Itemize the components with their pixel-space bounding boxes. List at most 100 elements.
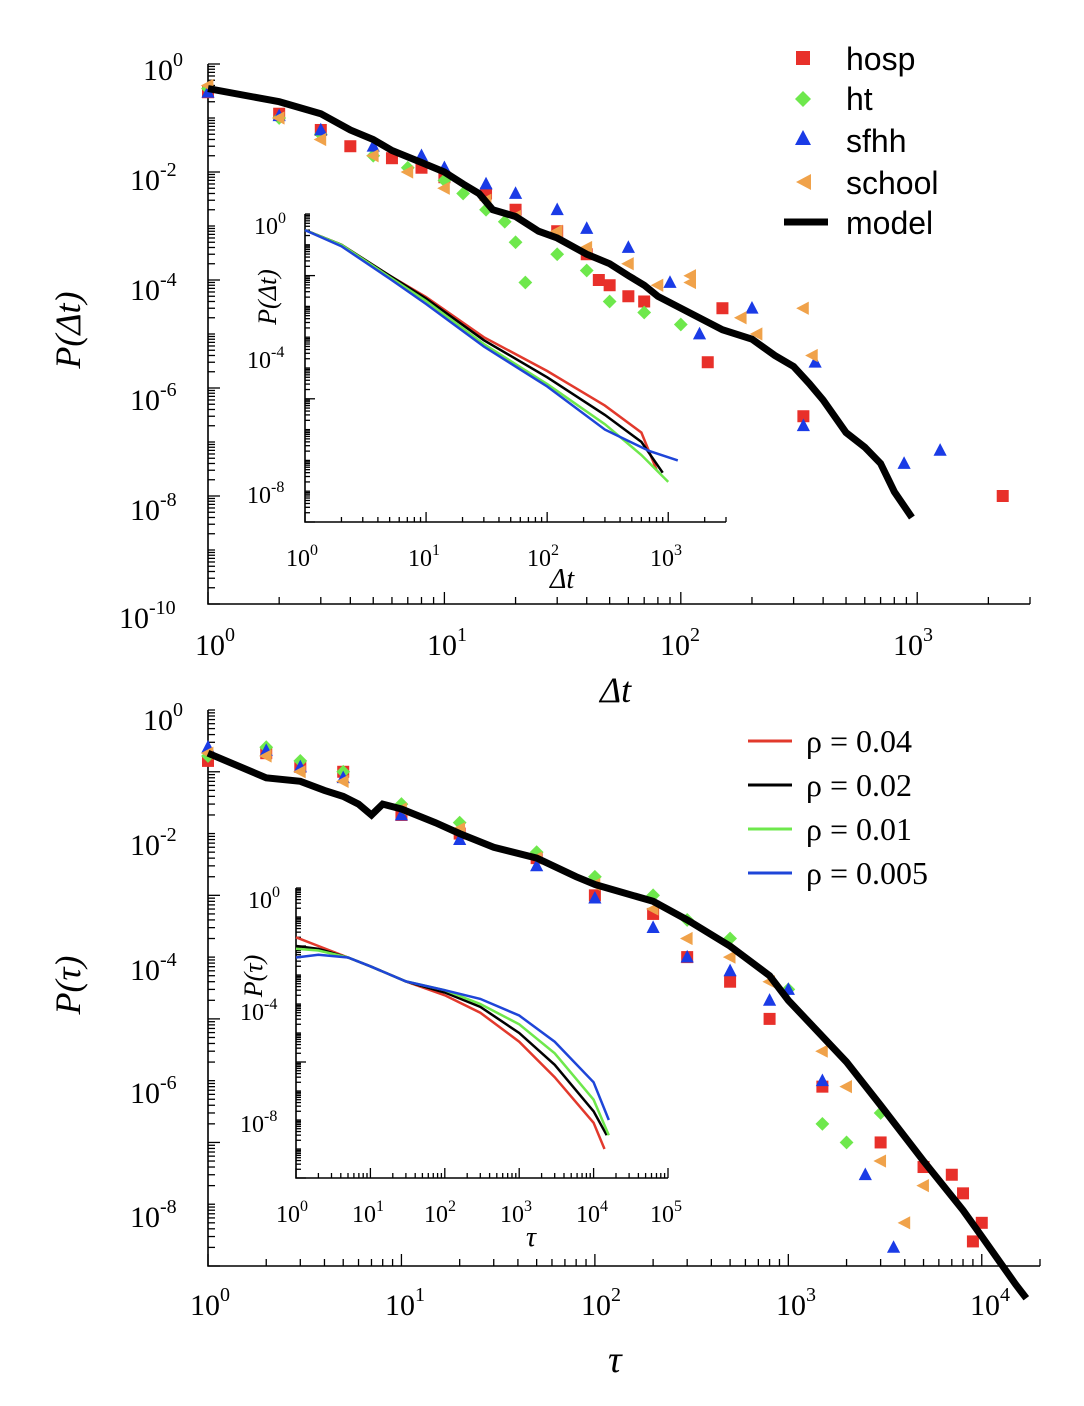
data-point-school xyxy=(579,240,593,255)
top-y-tick-2: 10-2 xyxy=(130,159,177,197)
data-point-sfhh xyxy=(692,326,707,340)
data-point-ht xyxy=(579,263,594,278)
bottom-x-tick-3: 103 xyxy=(776,1284,816,1322)
bottom-inset-x-axis-title: τ xyxy=(526,1222,537,1253)
top-inset: 100 101 102 103 100 10-4 10-8 Δt P(Δt) xyxy=(247,210,727,595)
legend-rho-0005-label: ρ = 0.005 xyxy=(806,855,928,891)
data-point-school xyxy=(679,931,693,946)
data-point-hosp xyxy=(592,274,605,286)
top-x-tick-labels: 100 101 102 103 xyxy=(195,624,933,662)
bottom-y-tick-labels: 100 10-2 10-4 10-6 10-8 xyxy=(130,699,183,1234)
data-point-school xyxy=(749,327,763,341)
data-point-sfhh xyxy=(762,993,777,1006)
series-line-rho-0-04 xyxy=(295,936,606,1150)
data-point-hosp xyxy=(797,410,810,423)
data-point-sfhh xyxy=(394,807,409,821)
legend-sfhh-label: sfhh xyxy=(846,123,906,159)
bottom-y-tick-8: 10-8 xyxy=(130,1196,177,1234)
top-inset-y-tick-labels: 100 10-4 10-8 xyxy=(247,210,286,509)
legend-model-label: model xyxy=(846,205,933,241)
top-inset-marks xyxy=(304,228,679,483)
data-point-school xyxy=(839,1080,852,1094)
top-inset-y-axis-title: P(Δt) xyxy=(253,269,282,326)
bottom-inset-y-tick-labels: 100 10-4 10-8 xyxy=(240,884,280,1138)
data-point-sfhh xyxy=(646,920,660,934)
bottom-inset-y-tick-4: 10-4 xyxy=(240,996,277,1026)
data-point-school xyxy=(336,774,349,788)
top-legend: hosp ht sfhh school model xyxy=(784,41,939,241)
data-point-sfhh xyxy=(815,1073,829,1087)
data-point-sfhh xyxy=(314,122,328,136)
series-line-rho-0-02 xyxy=(295,944,608,1136)
data-point-sfhh xyxy=(796,418,810,432)
data-point-ht xyxy=(673,317,688,332)
data-point-school xyxy=(805,348,818,363)
bottom-y-tick-2: 10-2 xyxy=(130,824,177,862)
data-point-school xyxy=(916,1179,929,1193)
legend-sfhh-marker xyxy=(795,130,811,145)
data-point-school xyxy=(549,224,563,238)
legend-ht-marker xyxy=(795,91,811,107)
data-point-hosp xyxy=(957,1187,970,1200)
bottom-inset-x-tick-labels: 100 101 102 103 104 105 xyxy=(276,1198,682,1228)
bottom-inset-ticks xyxy=(295,887,669,1179)
bottom-inset-x-tick-1: 101 xyxy=(352,1198,384,1228)
top-y-tick-4: 10-4 xyxy=(130,269,177,307)
top-x-tick-2: 102 xyxy=(660,624,700,662)
data-point-ht xyxy=(497,214,512,229)
data-point-ht xyxy=(452,815,467,830)
top-axes-frame xyxy=(207,64,1030,605)
data-point-school xyxy=(722,950,736,964)
data-point-ht xyxy=(508,235,523,250)
bottom-inset-x-tick-5: 105 xyxy=(650,1198,682,1228)
top-x-tick-0: 100 xyxy=(195,624,235,662)
bottom-legend: ρ = 0.04 ρ = 0.02 ρ = 0.01 ρ = 0.005 xyxy=(748,723,928,891)
data-point-school xyxy=(313,132,327,147)
top-y-tick-0: 100 xyxy=(143,49,183,87)
data-point-school xyxy=(271,111,285,125)
bottom-x-tick-4: 104 xyxy=(970,1284,1010,1322)
data-point-sfhh xyxy=(663,275,677,288)
top-y-axis-title: P(Δt) xyxy=(48,291,88,369)
data-point-sfhh xyxy=(508,186,523,199)
data-point-sfhh xyxy=(933,443,947,456)
data-point-sfhh xyxy=(897,456,911,469)
data-point-hosp xyxy=(603,279,616,292)
data-point-ht xyxy=(637,305,652,320)
legend-school-marker xyxy=(796,174,811,190)
data-point-sfhh xyxy=(530,858,544,872)
data-point-school xyxy=(796,301,809,315)
data-point-hosp xyxy=(975,1216,988,1229)
top-inset-y-tick-0: 100 xyxy=(254,210,286,240)
data-point-sfhh xyxy=(588,890,602,904)
data-point-sfhh xyxy=(550,202,564,216)
data-point-hosp xyxy=(945,1168,958,1181)
top-x-tick-1: 101 xyxy=(427,624,467,662)
bottom-inset-x-tick-4: 104 xyxy=(576,1198,608,1228)
bottom-inset-frame xyxy=(295,888,668,1179)
data-point-school xyxy=(293,765,306,779)
data-point-sfhh xyxy=(808,355,822,368)
top-inset-x-tick-labels: 100 101 102 103 xyxy=(286,542,682,572)
legend-hosp-marker xyxy=(796,51,810,65)
data-point-school xyxy=(621,257,634,271)
top-y-tick-10: 10-10 xyxy=(119,597,176,635)
top-x-axis-title: Δt xyxy=(598,670,632,710)
bottom-x-tick-2: 102 xyxy=(581,1284,621,1322)
legend-rho-004-label: ρ = 0.04 xyxy=(806,723,912,759)
data-point-sfhh xyxy=(479,176,493,190)
top-x-tick-3: 103 xyxy=(893,624,933,662)
data-point-sfhh xyxy=(621,240,635,253)
data-point-school xyxy=(400,165,414,179)
top-marks xyxy=(200,78,1009,520)
bottom-inset-x-tick-2: 102 xyxy=(424,1198,456,1228)
bottom-ticks xyxy=(207,709,1041,1267)
data-point-school xyxy=(683,269,696,283)
bottom-y-tick-6: 10-6 xyxy=(130,1072,177,1110)
top-panel: 100 101 102 103 100 10-2 10-4 10-6 10-8 … xyxy=(48,41,1031,710)
data-point-hosp xyxy=(724,975,737,988)
data-point-sfhh xyxy=(858,1167,872,1181)
bottom-x-tick-0: 100 xyxy=(190,1284,230,1322)
data-point-sfhh xyxy=(453,832,467,845)
data-point-sfhh xyxy=(366,139,380,152)
